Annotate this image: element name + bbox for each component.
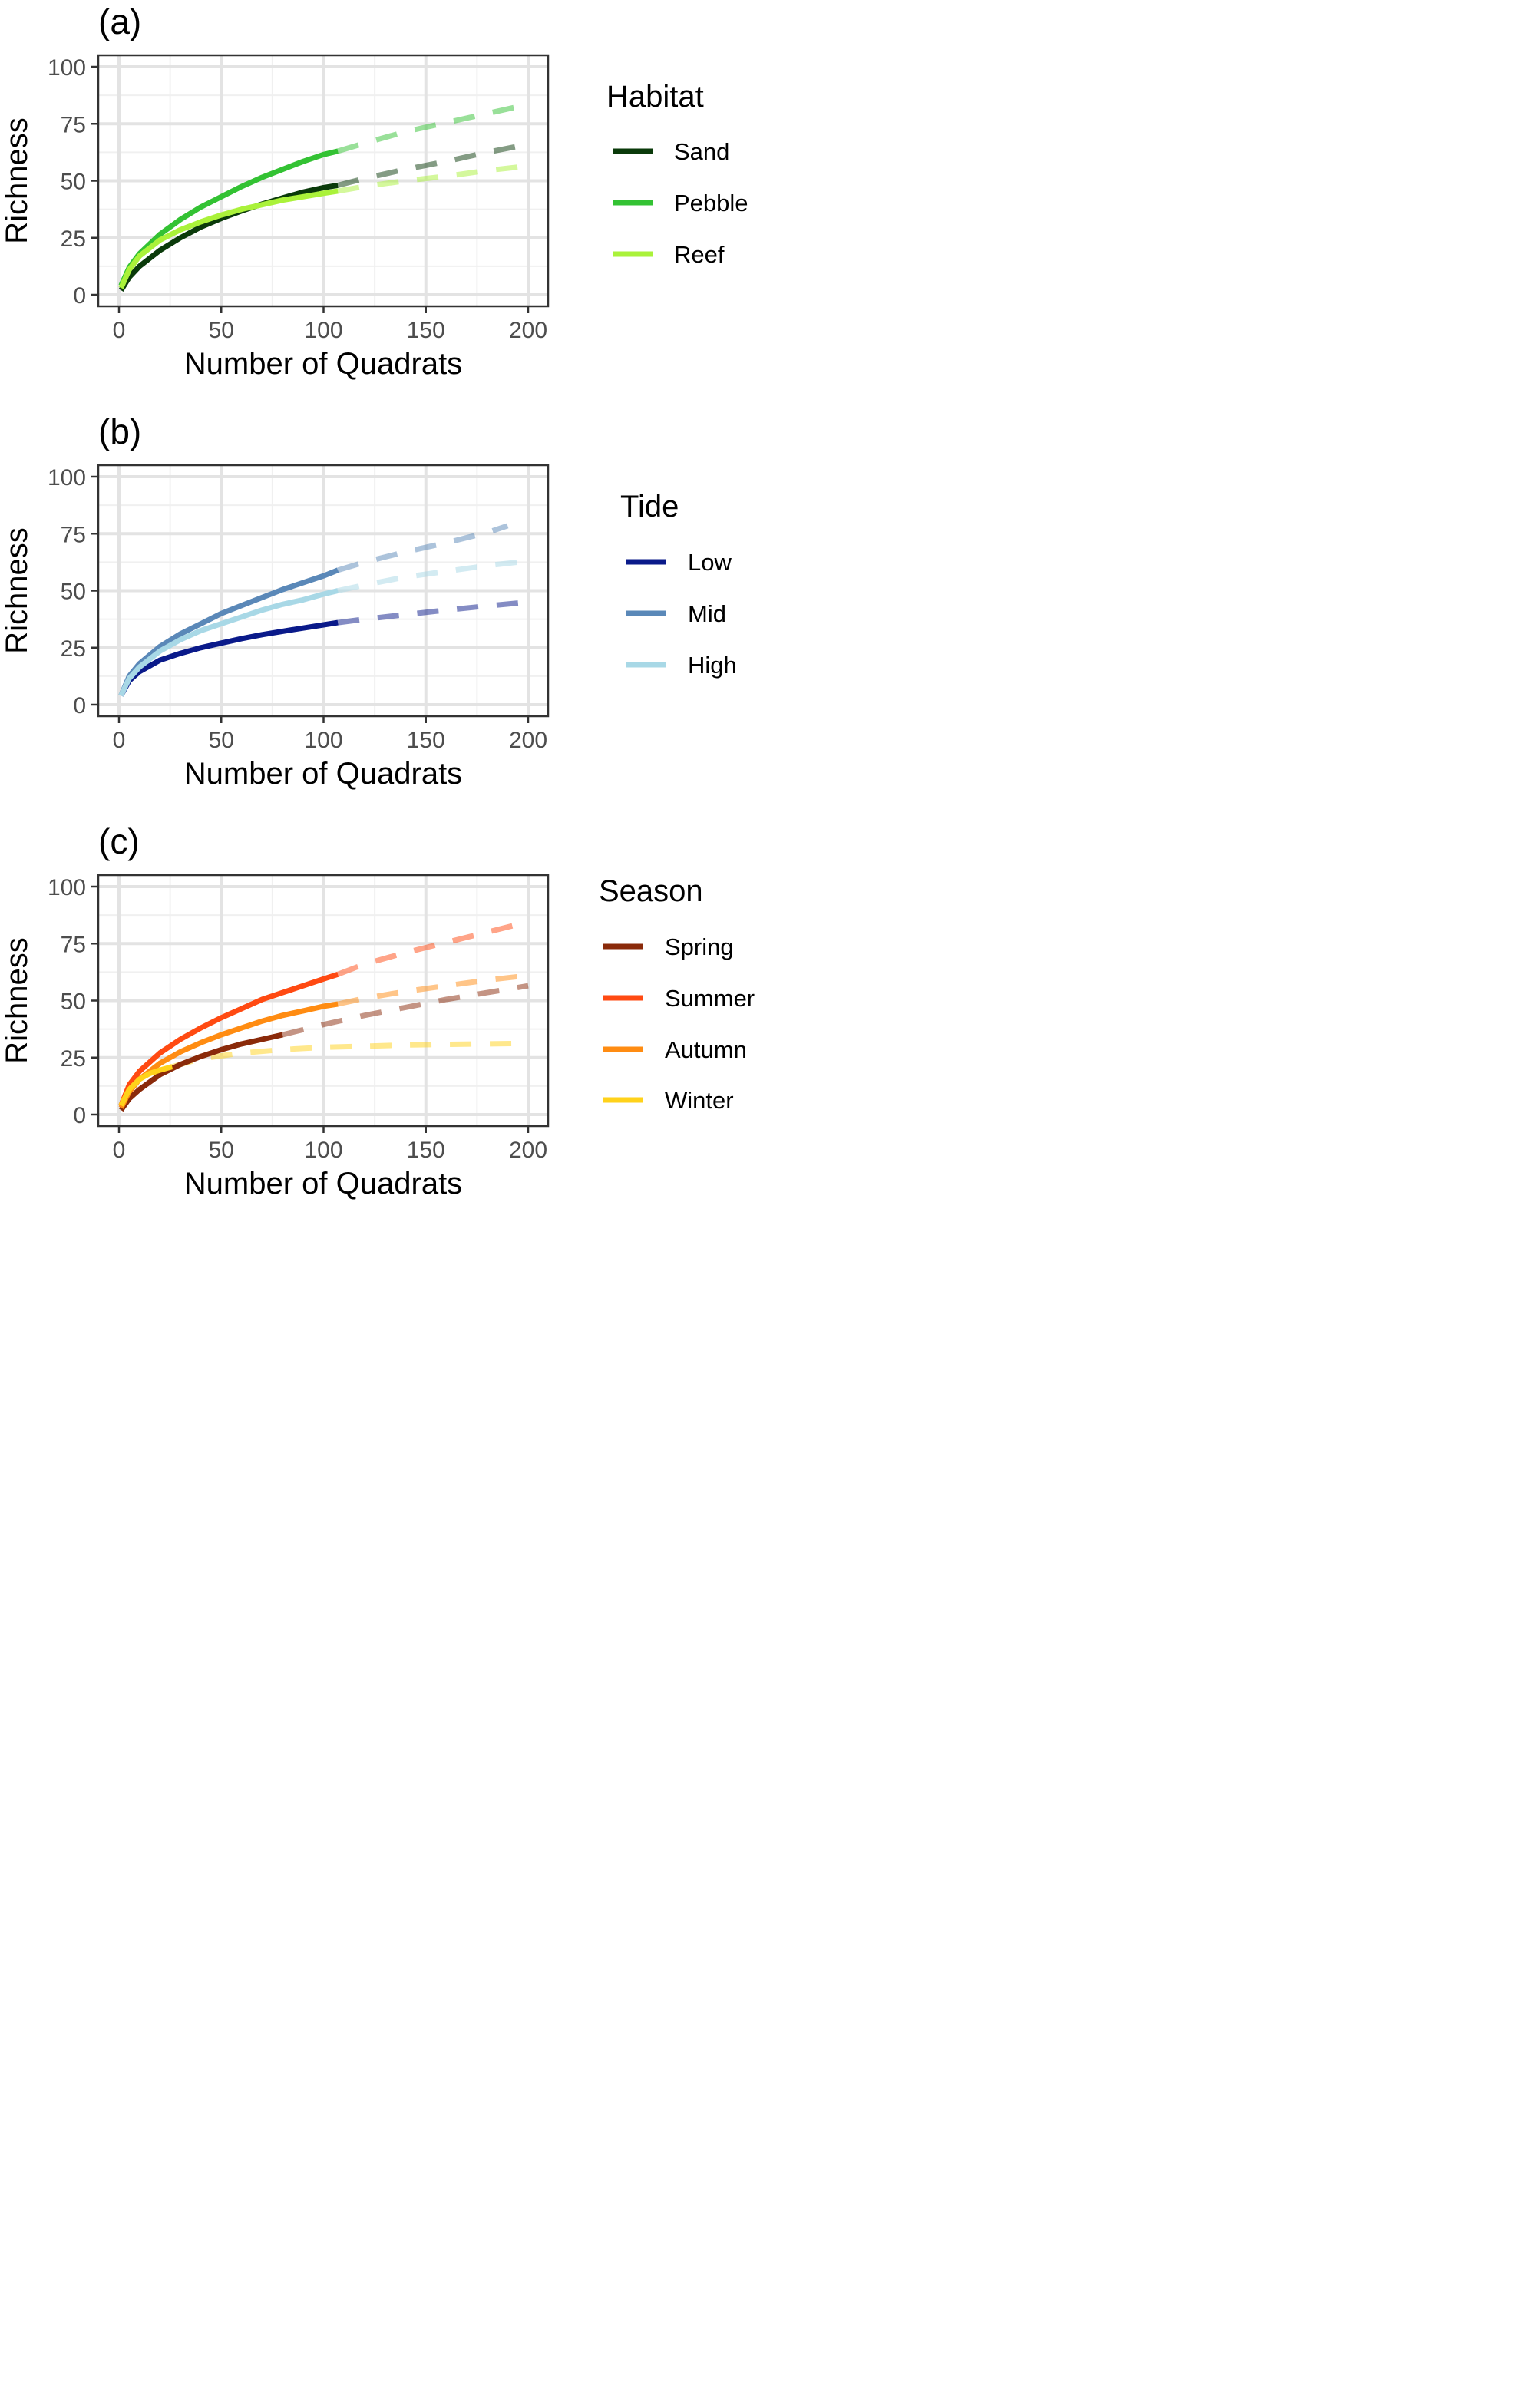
legend-label-summer: Summer (665, 985, 755, 1012)
extrapolated-line-summer (336, 919, 529, 977)
legend-title: Season (599, 874, 703, 908)
y-tick-label: 100 (48, 55, 86, 81)
legend-title: Habitat (606, 80, 704, 114)
legend: Season Spring Summer Autumn Winter (599, 874, 755, 1114)
panel-b: 0 25 50 75 100 0 50 100 150 200 Number of Quadrats… (0, 411, 737, 791)
y-tick-label: 0 (73, 1103, 86, 1128)
x-axis-title: Number of Quadrats (184, 347, 462, 381)
y-axis: 0 25 50 75 100 (48, 465, 98, 718)
y-tick-label: 0 (73, 693, 86, 718)
extrapolated-line-winter (171, 1040, 529, 1069)
y-tick-label: 50 (61, 989, 86, 1015)
x-tick-label: 150 (407, 318, 445, 343)
panel-label: (b) (98, 411, 141, 451)
legend-label-reef: Reef (674, 241, 725, 268)
y-tick-label: 100 (48, 465, 86, 491)
x-tick-label: 50 (209, 318, 234, 343)
y-tick-label: 50 (61, 170, 86, 195)
extrapolated-line-spring (282, 983, 529, 1038)
x-tick-label: 200 (509, 728, 547, 753)
legend-label-sand: Sand (674, 138, 729, 165)
extrapolated-line-pebble (337, 101, 529, 154)
y-axis: 0 25 50 75 100 (48, 55, 98, 309)
x-tick-label: 100 (304, 1138, 342, 1163)
legend-label-low: Low (688, 549, 732, 576)
x-tick-label: 50 (209, 728, 234, 753)
y-tick-label: 50 (61, 580, 86, 605)
y-tick-label: 0 (73, 283, 86, 309)
x-tick-label: 150 (407, 1138, 445, 1163)
extrapolated-line-reef (337, 163, 529, 194)
y-tick-label: 100 (48, 875, 86, 900)
y-tick-label: 75 (61, 112, 86, 137)
legend-label-spring: Spring (665, 933, 734, 960)
extrapolated-line-sand (337, 141, 529, 188)
interpolated-line-summer (118, 971, 339, 1107)
legend-label-autumn: Autumn (665, 1036, 747, 1063)
interpolated-line-low (118, 619, 339, 697)
x-axis-title: Number of Quadrats (184, 1167, 462, 1201)
legend-label-mid: Mid (688, 600, 726, 627)
y-axis-title: Richness (0, 937, 34, 1064)
major-gridlines (98, 55, 548, 306)
y-tick-label: 75 (61, 522, 86, 547)
y-tick-label: 75 (61, 932, 86, 957)
series-lines (118, 523, 529, 697)
legend: Habitat Sand Pebble Reef (606, 80, 748, 268)
x-axis-title: Number of Quadrats (184, 757, 462, 791)
panel-label: (c) (98, 821, 140, 861)
interpolated-line-spring (118, 1032, 283, 1112)
x-axis: 0 50 100 150 200 (113, 306, 547, 343)
y-axis: 0 25 50 75 100 (48, 875, 98, 1128)
x-tick-label: 0 (113, 1138, 126, 1163)
x-tick-label: 100 (304, 728, 342, 753)
legend-label-winter: Winter (665, 1087, 734, 1114)
x-tick-label: 200 (509, 318, 547, 343)
y-tick-label: 25 (61, 636, 86, 662)
x-tick-label: 200 (509, 1138, 547, 1163)
x-axis: 0 50 100 150 200 (113, 1126, 547, 1163)
interpolated-line-sand (118, 182, 339, 292)
interpolated-line-mid (118, 567, 339, 697)
legend-title: Tide (620, 490, 679, 524)
y-tick-label: 25 (61, 1046, 86, 1072)
x-tick-label: 0 (113, 318, 126, 343)
x-tick-label: 150 (407, 728, 445, 753)
panel-label: (a) (98, 2, 141, 41)
legend-label-pebble: Pebble (674, 190, 748, 216)
extrapolated-line-autumn (337, 973, 529, 1007)
interpolated-line-high (118, 588, 339, 697)
y-tick-label: 25 (61, 226, 86, 252)
x-tick-label: 50 (209, 1138, 234, 1163)
legend: Tide Low Mid High (620, 490, 737, 679)
panel-a: 0 25 50 75 100 0 50 100 150 200 Number of Quadrats… (0, 2, 748, 381)
interpolated-line-reef (118, 188, 339, 289)
x-tick-label: 100 (304, 318, 342, 343)
interpolated-line-winter (118, 1064, 173, 1107)
series-lines (118, 919, 529, 1112)
series-lines (118, 101, 529, 292)
extrapolated-line-low (337, 599, 529, 626)
major-gridlines (98, 875, 548, 1126)
extrapolated-line-high (337, 558, 529, 593)
extrapolated-line-mid (337, 523, 509, 573)
y-axis-title: Richness (0, 117, 34, 244)
legend-label-high: High (688, 652, 737, 679)
x-tick-label: 0 (113, 728, 126, 753)
x-axis: 0 50 100 150 200 (113, 716, 547, 753)
panel-c: 0 25 50 75 100 0 50 100 150 200 Number of Quadrats… (0, 821, 755, 1201)
y-axis-title: Richness (0, 527, 34, 654)
